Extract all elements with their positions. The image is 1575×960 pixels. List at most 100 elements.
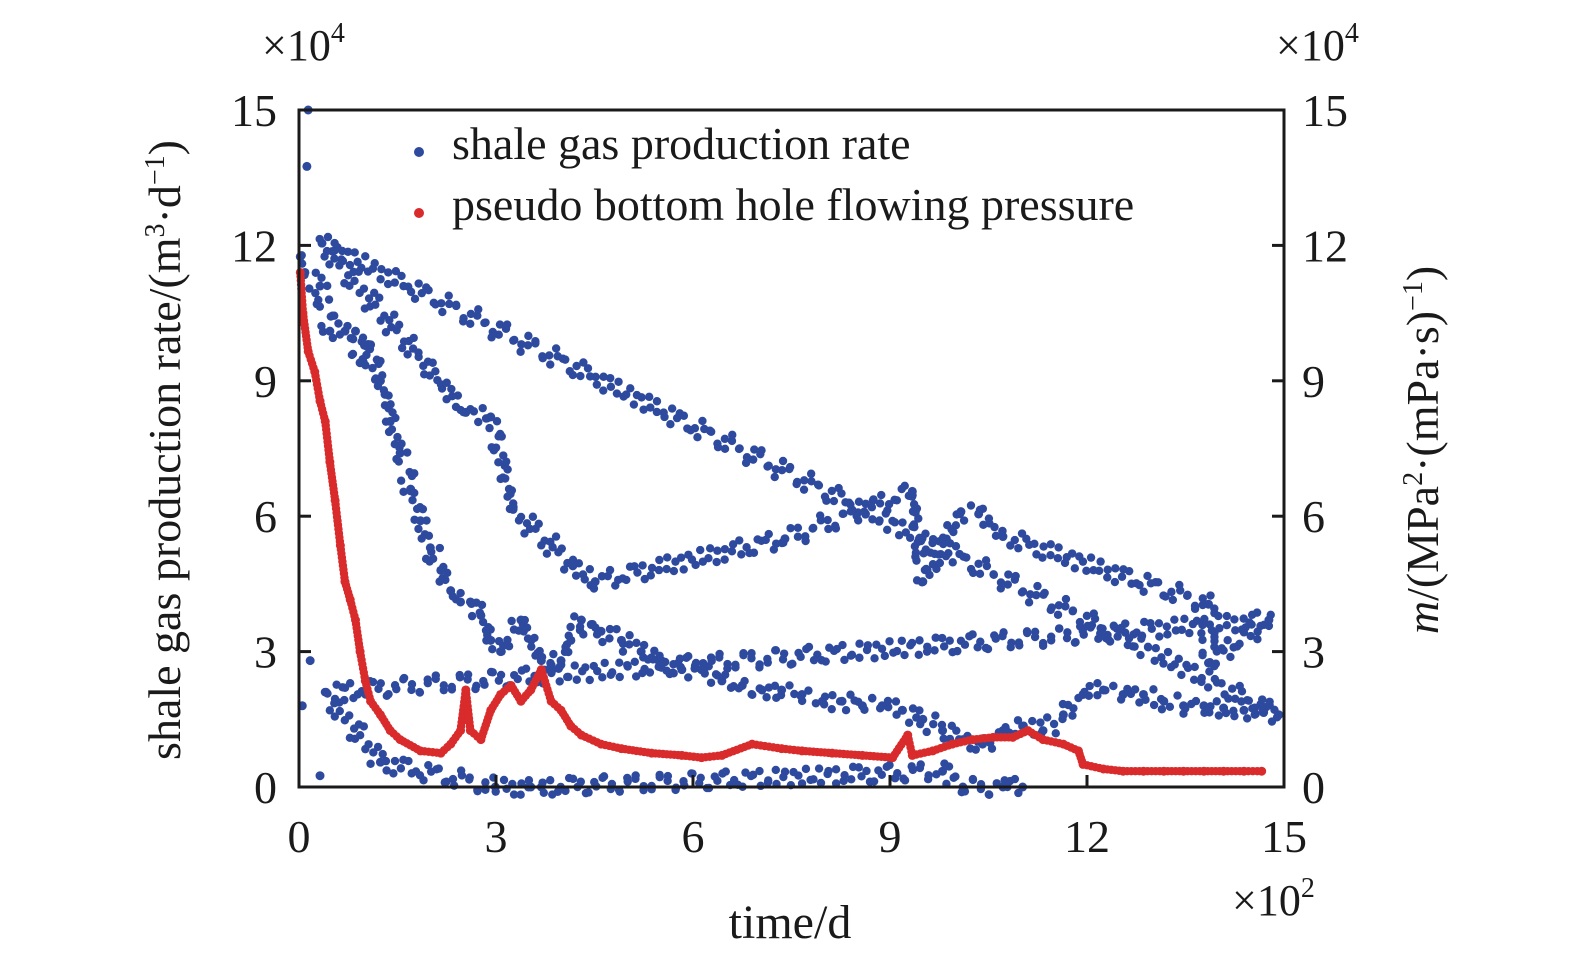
data-point-fill [474,417,483,427]
data-point-fill [376,275,385,284]
data-point-fill [1011,571,1020,581]
data-point-fill [422,283,431,292]
data-point-fill [723,664,732,673]
data-point [888,753,898,763]
data-point-fill [408,344,418,353]
data-point-fill [831,765,841,774]
data-point-fill [633,568,642,577]
data-point-fill [705,426,715,435]
data-point-fill [861,499,870,509]
data-point-fill [404,756,413,766]
data-point-fill [1151,644,1160,653]
data-point-fill [499,775,509,785]
data-point-fill [747,654,756,663]
data-point-fill [921,565,931,574]
data-point-fill [1205,620,1215,629]
data-point-fill [615,658,624,667]
data-point-fill [1243,696,1252,705]
data-point-fill [1246,631,1255,641]
data-point-fill [503,635,512,645]
data-point-fill [1139,587,1148,596]
data-point-fill [915,706,924,715]
data-point-fill [799,485,809,494]
data-point [1098,685,1108,695]
data-point-fill [669,566,679,576]
data-point-fill [908,765,918,775]
data-point [315,281,325,291]
data-point-fill [1132,579,1141,588]
data-point-fill [1085,681,1094,691]
data-point-fill [389,769,398,778]
y-right-tick-label: 15 [1302,85,1348,136]
data-point [1058,710,1068,720]
data-point-fill [599,386,608,395]
data-point-fill [324,295,334,304]
data-point-fill [1054,624,1064,633]
legend-marker-pressure [414,208,424,218]
data-point-fill [376,316,385,325]
data-point [974,509,984,519]
data-point-fill [497,432,506,441]
data-point-fill [910,522,919,532]
data-point-fill [435,543,445,553]
data-point [737,680,747,690]
data-point-fill [875,499,885,508]
data-point-fill [1054,543,1063,552]
data-point-fill [911,548,921,557]
data-point-fill [1111,564,1120,573]
data-point [596,626,606,636]
data-point [350,326,360,336]
data-point-fill [1054,601,1064,610]
legend-label-pressure: pseudo bottom hole flowing pressure [452,179,1134,230]
data-point-fill [1075,617,1085,627]
data-point-fill [746,771,756,781]
data-point-fill [695,545,705,555]
data-point-fill [377,264,386,274]
data-point-fill [1157,653,1166,662]
data-point [556,705,566,715]
data-point-fill [1033,581,1042,591]
data-point-fill [1117,623,1126,632]
data-point-fill [1140,617,1149,627]
data-point-fill [390,681,400,690]
y-left-tick-label: 12 [231,220,277,271]
y-right-tick-label: 9 [1302,356,1325,407]
data-point-fill [558,354,568,363]
data-point [998,726,1008,736]
data-point-fill [901,528,911,537]
data-point-fill [770,472,779,482]
data-point [395,735,405,745]
data-point-fill [1206,702,1215,711]
data-point-fill [383,279,393,289]
data-point [938,766,948,776]
data-point-fill [807,477,816,486]
data-point-fill [598,673,607,682]
data-point-fill [682,653,691,662]
data-point-fill [625,631,634,640]
data-point-fill [517,340,526,349]
data-point [1239,705,1249,715]
data-point-fill [814,764,824,773]
data-point-fill [328,333,338,343]
data-point-fill [882,525,892,535]
data-point-fill [1185,628,1194,638]
data-point-fill [453,391,463,400]
data-point-fill [473,311,482,320]
x-tick-label: 9 [879,811,902,862]
data-point-fill [632,638,641,648]
data-point-fill [1043,713,1052,722]
data-point-fill [906,641,915,650]
data-point-fill [355,730,365,740]
data-point [1259,708,1269,718]
y-right-axis-label: m/(MPa2·(mPa·s)−1) [1397,266,1448,634]
data-point-fill [869,777,879,786]
data-point-fill [605,565,615,575]
data-point-fill [537,541,546,550]
data-point [697,665,707,675]
data-point-fill [935,558,945,568]
data-point [1203,599,1213,609]
data-point [616,744,626,754]
data-point [375,757,385,767]
data-point-fill [1223,635,1232,645]
